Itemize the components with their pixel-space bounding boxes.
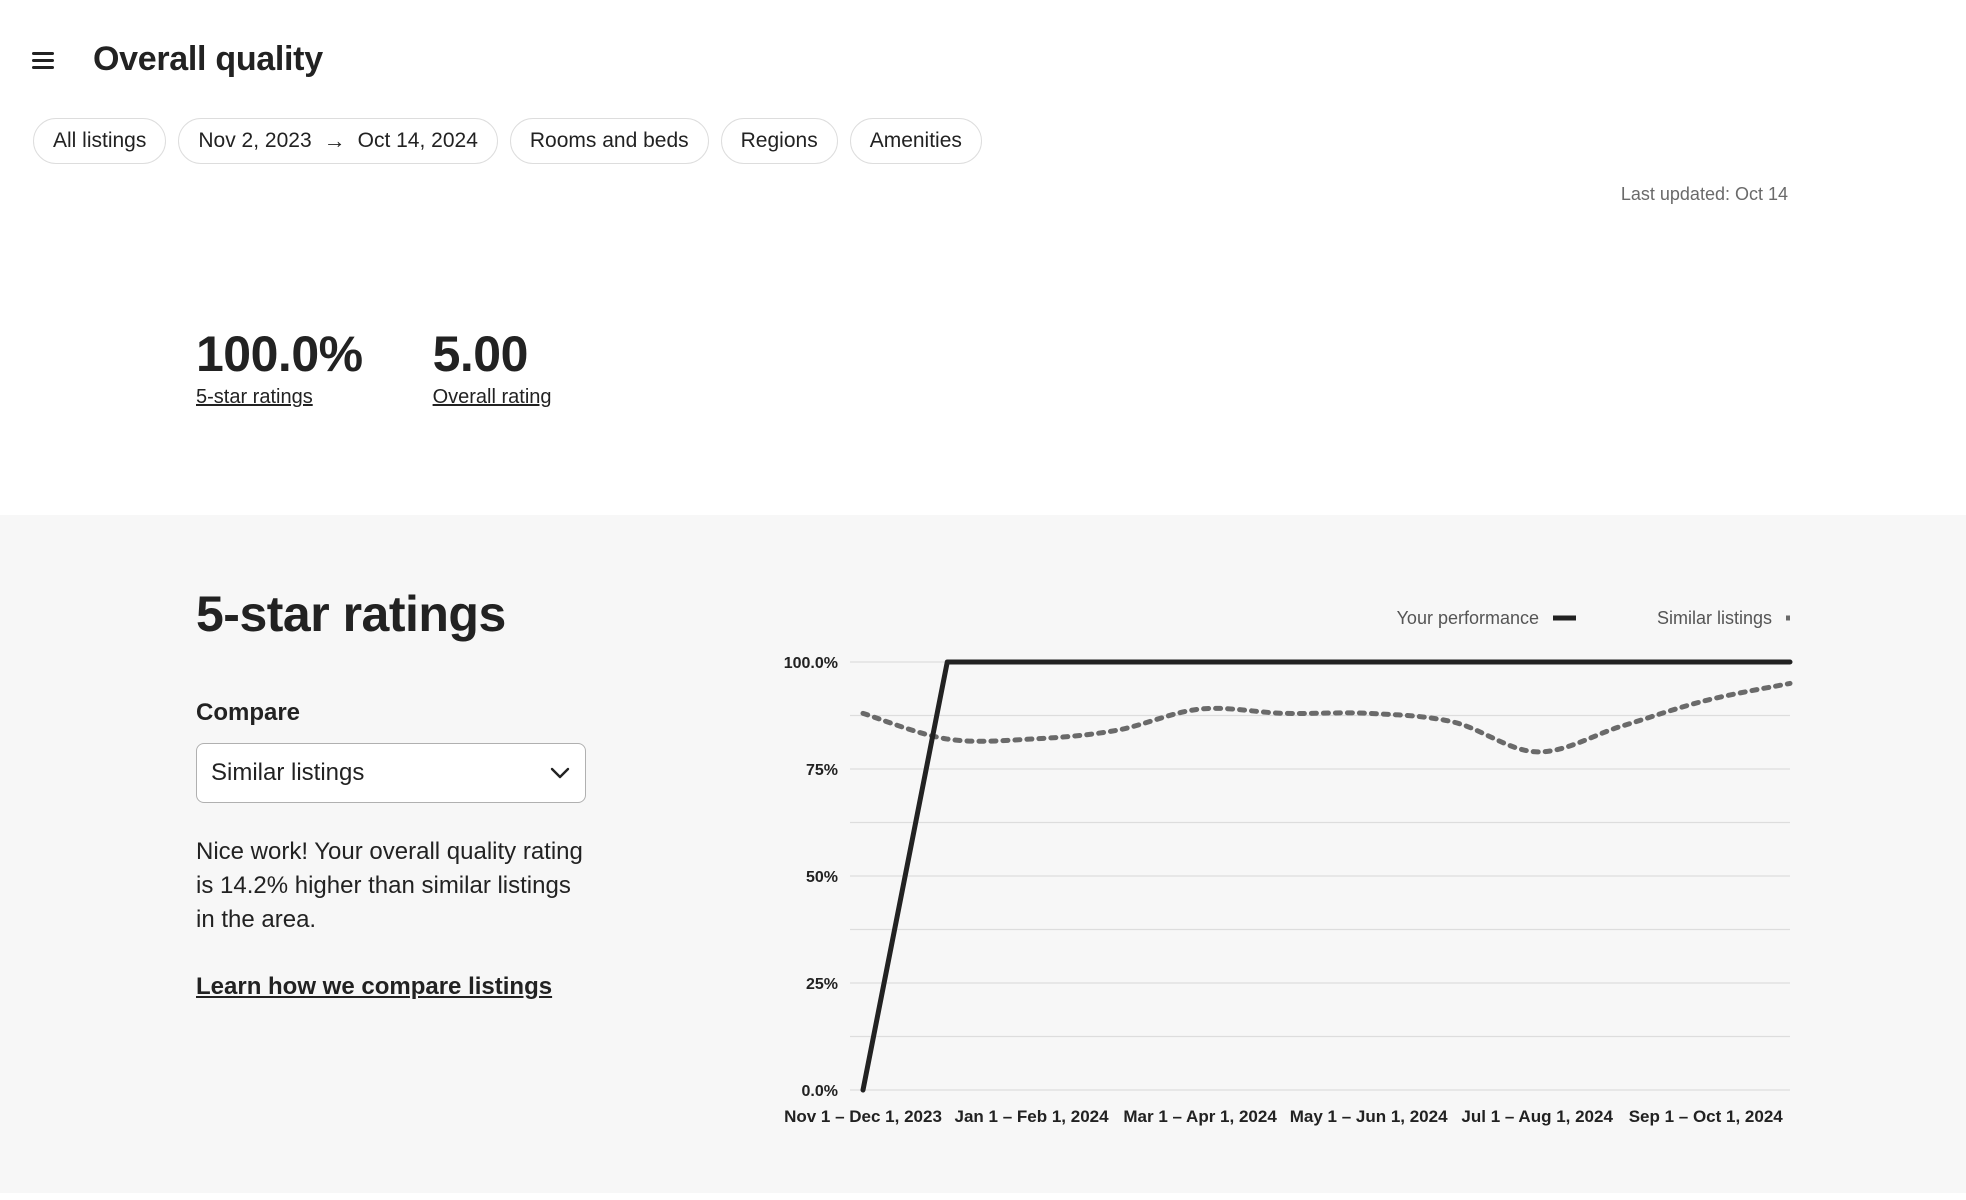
section-title: 5-star ratings — [196, 586, 506, 642]
y-tick-label: 25% — [806, 976, 838, 993]
legend-similar-listings-label: Similar listings — [1657, 608, 1772, 628]
kpi-row: 100.0% 5-star ratings 5.00 Overall ratin… — [196, 328, 552, 409]
chart-series — [860, 659, 1793, 1093]
compare-select[interactable]: Similar listings — [196, 743, 586, 803]
amenities-label: Amenities — [869, 129, 962, 152]
compare-label: Compare — [196, 699, 301, 726]
x-tick-label: Jan 1 – Feb 1, 2024 — [955, 1107, 1110, 1126]
last-updated: Last updated: Oct 14 — [1620, 184, 1788, 204]
page-title: Overall quality — [93, 40, 323, 78]
regions-filter[interactable]: Regions — [720, 118, 838, 164]
date-range-filter[interactable]: Nov 2, 2023 → Oct 14, 2024 — [178, 118, 498, 164]
date-start: Nov 2, 2023 — [198, 129, 312, 152]
x-tick-label: Sep 1 – Oct 1, 2024 — [1629, 1107, 1784, 1126]
amenities-filter[interactable]: Amenities — [849, 118, 982, 164]
regions-label: Regions — [740, 129, 818, 152]
top-bar: Overall quality — [0, 0, 1966, 120]
compare-selected-value: Similar listings — [211, 759, 365, 786]
rooms-and-beds-filter[interactable]: Rooms and beds — [509, 118, 709, 164]
hamburger-menu-icon[interactable] — [32, 52, 56, 70]
comparison-summary: Nice work! Your overall quality rating i… — [196, 838, 583, 933]
y-tick-label: 100.0% — [784, 655, 838, 672]
x-tick-label: May 1 – Jun 1, 2024 — [1290, 1107, 1448, 1126]
legend-your-performance-label: Your performance — [1397, 608, 1539, 628]
y-tick-label: 75% — [806, 762, 838, 779]
kpi-label-link[interactable]: Overall rating — [432, 386, 552, 408]
series-your-performance-line — [860, 659, 1793, 1093]
kpi-overall-rating: 5.00 Overall rating — [433, 328, 552, 409]
x-tick-label: Nov 1 – Dec 1, 2023 — [784, 1107, 942, 1126]
series-similar-listings-line — [860, 680, 1793, 755]
x-axis-ticks: Nov 1 – Dec 1, 2023 Jan 1 – Feb 1, 2024 Ma… — [784, 1107, 1783, 1126]
y-axis-ticks: 100.0% 75% 50% 25% 0.0% — [784, 655, 838, 1100]
x-tick-label: Jul 1 – Aug 1, 2024 — [1461, 1107, 1613, 1126]
arrow-right-icon: → — [323, 128, 346, 153]
rooms-and-beds-label: Rooms and beds — [529, 129, 689, 152]
x-tick-label: Mar 1 – Apr 1, 2024 — [1123, 1107, 1277, 1126]
kpi-value: 100.0% — [196, 326, 363, 382]
kpi-five-star: 100.0% 5-star ratings — [196, 328, 363, 409]
kpi-label-link[interactable]: 5-star ratings — [196, 386, 313, 408]
all-listings-label: All listings — [53, 129, 147, 152]
ratings-panel: 5-star ratings Compare Similar listings … — [0, 515, 1966, 1193]
learn-compare-link[interactable]: Learn how we compare listings — [196, 973, 553, 1000]
ratings-line-chart: 100.0% 75% 50% 25% 0.0% Nov 1 – Dec 1, 2023 J… — [784, 608, 1793, 1126]
kpi-value: 5.00 — [432, 326, 529, 382]
chart-legend: Your performance Similar listings — [1397, 608, 1790, 628]
chart-grid — [850, 661, 1790, 1091]
all-listings-filter[interactable]: All listings — [33, 118, 167, 164]
date-end: Oct 14, 2024 — [357, 129, 478, 152]
y-tick-label: 0.0% — [802, 1083, 838, 1100]
chevron-down-icon — [550, 767, 570, 779]
y-tick-label: 50% — [806, 869, 838, 886]
filter-bar: All listings Nov 2, 2023 → Oct 14, 2024 … — [33, 118, 982, 164]
